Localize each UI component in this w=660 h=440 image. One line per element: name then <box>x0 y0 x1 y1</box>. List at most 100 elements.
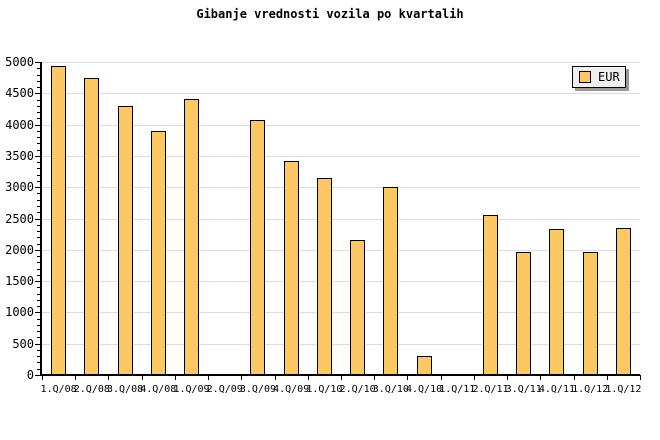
y-major-tick <box>35 93 41 95</box>
y-tick-label: 3500 <box>5 148 34 163</box>
y-tick-label: 3000 <box>5 180 34 195</box>
y-minor-tick <box>37 237 41 239</box>
bar-2.Q/08 <box>84 77 100 375</box>
x-tick-label: 2.Q/08 <box>73 384 110 395</box>
y-minor-tick <box>37 318 41 320</box>
y-tick-label: 5000 <box>5 55 34 69</box>
bar-2.Q/11 <box>483 214 498 375</box>
x-tick <box>374 375 376 380</box>
y-axis-line <box>40 62 42 376</box>
y-minor-tick <box>37 118 41 120</box>
x-tick <box>75 375 77 380</box>
y-minor-tick <box>37 205 41 207</box>
x-tick-label: 3.Q/11 <box>505 384 542 395</box>
bar-1.Q/09 <box>184 98 199 375</box>
bar-3.Q/11 <box>516 252 532 375</box>
gridline <box>42 312 640 314</box>
x-tick-label: 4.Q/08 <box>140 384 177 395</box>
y-major-tick <box>35 343 41 345</box>
x-tick <box>341 375 342 380</box>
y-minor-tick <box>37 299 41 301</box>
y-minor-tick <box>37 137 41 139</box>
x-tick <box>141 375 143 380</box>
y-minor-tick <box>37 68 41 70</box>
y-tick-label: 4500 <box>5 86 34 101</box>
y-minor-tick <box>37 168 41 170</box>
x-tick-label: 2.Q/10 <box>339 384 376 395</box>
y-minor-tick <box>37 293 41 295</box>
x-tick-label: 1.Q/12 <box>572 384 609 395</box>
x-tick <box>42 375 43 380</box>
y-minor-tick <box>37 256 41 258</box>
gridline <box>42 155 640 157</box>
x-tick <box>274 375 276 380</box>
y-minor-tick <box>37 149 41 151</box>
gridline <box>42 93 640 95</box>
y-minor-tick <box>37 362 41 364</box>
y-major-tick <box>35 249 41 251</box>
y-tick-label: 500 <box>12 336 34 351</box>
y-major-tick <box>35 155 41 157</box>
y-minor-tick <box>37 193 41 195</box>
y-tick-label: 0 <box>26 368 34 382</box>
y-tick-label: 4000 <box>5 117 34 132</box>
y-minor-tick <box>37 105 41 107</box>
y-minor-tick <box>37 143 41 145</box>
y-minor-tick <box>37 130 41 132</box>
y-major-tick <box>35 375 41 376</box>
x-tick-label: 1.Q/11 <box>439 384 476 395</box>
y-major-tick <box>35 281 41 283</box>
x-tick <box>241 375 243 380</box>
y-major-tick <box>35 218 41 220</box>
x-tick <box>473 375 475 380</box>
gridline <box>42 281 640 283</box>
y-tick-label: 2500 <box>5 211 34 226</box>
y-minor-tick <box>37 337 41 339</box>
bar-4.Q/11 <box>549 228 565 375</box>
gridline <box>42 249 640 251</box>
y-minor-tick <box>37 74 41 76</box>
y-minor-tick <box>37 99 41 101</box>
x-tick-label: 1.Q/08 <box>40 384 77 395</box>
y-minor-tick <box>37 174 41 176</box>
y-minor-tick <box>37 274 41 276</box>
x-tick-label: 3.Q/09 <box>239 384 276 395</box>
x-tick <box>307 375 309 380</box>
x-tick-label: 1.Q/10 <box>306 384 343 395</box>
x-tick <box>573 375 575 380</box>
y-major-tick <box>35 187 41 189</box>
y-minor-tick <box>37 368 41 370</box>
x-tick-label: 2.Q/09 <box>206 384 243 395</box>
bar-1.Q/12 <box>615 227 631 375</box>
chart-title: Gibanje vrednosti vozila po kvartalih <box>196 7 464 21</box>
gridline <box>42 62 640 63</box>
y-minor-tick <box>37 331 41 333</box>
y-tick-label: 2000 <box>5 242 34 257</box>
legend-swatch-eur <box>579 71 591 83</box>
bar-4.Q/08 <box>150 131 166 375</box>
bar-3.Q/09 <box>250 120 266 375</box>
gridline <box>42 124 640 126</box>
y-minor-tick <box>37 262 41 264</box>
bar-4.Q/09 <box>283 160 299 375</box>
x-tick-label: 3.Q/08 <box>106 384 144 395</box>
y-tick-label: 1000 <box>5 305 34 320</box>
y-major-tick <box>35 124 41 126</box>
x-tick-label: 4.Q/10 <box>405 384 443 395</box>
y-minor-tick <box>37 199 41 201</box>
y-major-tick <box>35 312 41 314</box>
x-tick <box>540 375 542 380</box>
y-minor-tick <box>37 162 41 164</box>
bar-1.Q/08 <box>51 65 67 375</box>
x-tick <box>174 375 176 380</box>
x-tick-label: 4.Q/11 <box>538 384 575 395</box>
legend-label: EUR <box>598 70 620 84</box>
x-tick-label: 2.Q/11 <box>472 384 509 395</box>
x-tick <box>507 375 509 380</box>
x-tick <box>606 375 608 380</box>
x-tick-label: 4.Q/09 <box>273 384 310 395</box>
y-minor-tick <box>37 180 41 182</box>
x-tick <box>440 375 442 380</box>
bar-4.Q/10 <box>416 355 432 375</box>
